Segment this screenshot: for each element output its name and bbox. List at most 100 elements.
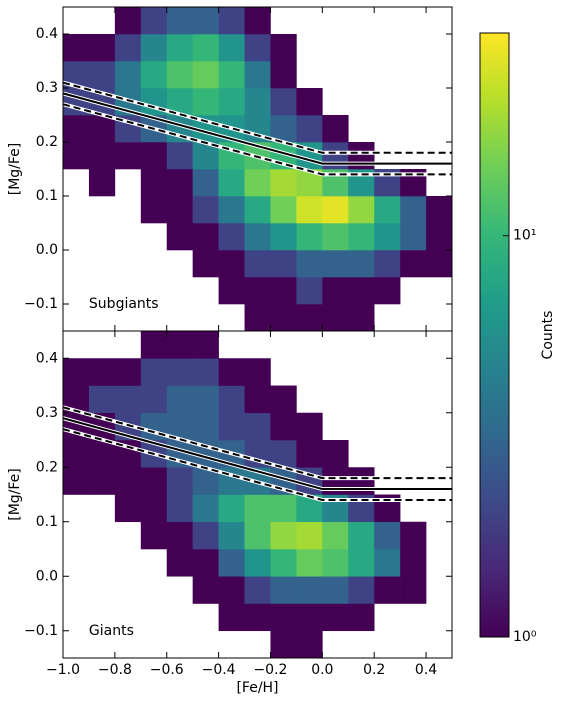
hist-cell	[400, 7, 426, 34]
hist-cell	[244, 277, 271, 305]
hist-cell	[348, 223, 375, 251]
hist-cell	[218, 358, 245, 386]
hist-cell	[322, 34, 348, 61]
hist-cell	[400, 521, 427, 550]
hist-cell	[426, 223, 453, 251]
hist-cell	[192, 331, 219, 359]
hist-cell	[322, 358, 348, 386]
x-tick-label: 0.0	[311, 662, 333, 678]
hist-cell	[374, 631, 400, 659]
hist-cell	[140, 385, 168, 414]
hist-cell	[245, 631, 271, 659]
hist-cell	[322, 603, 349, 632]
hist-cell	[322, 413, 348, 441]
hist-cell	[296, 34, 322, 61]
hist-cell	[114, 385, 142, 414]
hist-cell	[115, 576, 141, 604]
hist-cell	[166, 34, 193, 62]
hist-cell	[400, 604, 426, 632]
hist-cell	[63, 358, 90, 386]
hist-cell	[115, 522, 141, 550]
hist-cell	[114, 467, 142, 495]
hist-cell	[400, 88, 426, 115]
hist-cell	[166, 61, 193, 89]
hist-cell	[88, 358, 116, 386]
x-tick-label: −0.8	[98, 662, 132, 678]
hist-cell	[63, 142, 90, 170]
hist-cell	[270, 331, 296, 359]
hist-cell	[400, 115, 426, 142]
hist-cell	[63, 576, 89, 604]
hist-cell	[348, 250, 375, 278]
hist-cell	[192, 223, 219, 251]
y-tick-label: 0.4	[36, 350, 58, 366]
hist-cell	[193, 604, 219, 632]
hist-cell	[348, 386, 374, 414]
hist-cell	[63, 196, 89, 223]
x-tick-label: −0.6	[150, 662, 184, 678]
hist-cell	[426, 522, 452, 550]
hist-cell	[374, 7, 400, 34]
hist-cell	[374, 549, 401, 577]
hist-cell	[374, 331, 400, 359]
hist-cell	[63, 549, 89, 577]
hist-cell	[426, 304, 452, 331]
hist-cell	[167, 631, 193, 659]
hist-cell	[166, 223, 193, 251]
divider-line	[62, 81, 452, 154]
hist-cell	[426, 7, 452, 34]
hist-cell	[218, 521, 245, 550]
hist-cell	[296, 223, 323, 251]
hist-cell	[270, 7, 296, 34]
x-tick-label: −1.0	[46, 662, 80, 678]
hist-cell	[218, 250, 245, 278]
hist-cell	[374, 115, 400, 142]
hist-cell	[140, 169, 168, 197]
hist-cell	[244, 603, 271, 632]
hist-cell	[426, 413, 452, 441]
hist-cell	[374, 413, 400, 441]
hist-cell	[296, 603, 323, 632]
hist-cell	[270, 576, 297, 604]
hist-cell	[296, 331, 322, 359]
hist-cell	[114, 142, 142, 170]
hist-cell	[166, 385, 193, 414]
hist-cell	[426, 277, 452, 304]
hist-cell	[374, 61, 400, 88]
hist-cell	[218, 494, 245, 523]
hist-cell	[192, 494, 219, 523]
hist-cell	[141, 604, 167, 632]
hist-cell	[374, 521, 401, 550]
hist-cell	[89, 576, 115, 604]
hist-cell	[270, 61, 297, 89]
hist-cell	[296, 630, 323, 659]
hist-cell	[400, 304, 426, 331]
y-tick-label: 0.3	[36, 405, 58, 421]
hist-cell	[426, 631, 452, 659]
hist-cell	[218, 34, 245, 62]
hist-cell	[218, 223, 245, 251]
hist-cell	[322, 521, 349, 550]
hist-cell	[140, 358, 168, 386]
hist-cell	[244, 88, 271, 116]
hist-cell	[63, 304, 89, 331]
hist-cell	[167, 604, 193, 632]
hist-cell	[115, 331, 141, 359]
y-axis-label: [Mg/Fe]	[7, 468, 23, 521]
hist-cell	[426, 549, 452, 577]
hist-cell	[193, 304, 219, 331]
hist-cell	[374, 277, 401, 305]
hist-cell	[270, 250, 297, 278]
hist-cell	[88, 115, 116, 143]
hist-cell	[348, 115, 374, 142]
hist-cell	[114, 358, 142, 386]
hist-cell	[426, 34, 452, 61]
hist-cell	[270, 412, 297, 441]
hist-cell	[348, 521, 375, 550]
hist-cell	[400, 196, 427, 224]
hist-cell	[166, 467, 193, 495]
hist-cell	[140, 331, 168, 359]
hist-cell	[88, 34, 116, 62]
hist-cell	[270, 630, 297, 659]
hist-cell	[88, 142, 116, 170]
